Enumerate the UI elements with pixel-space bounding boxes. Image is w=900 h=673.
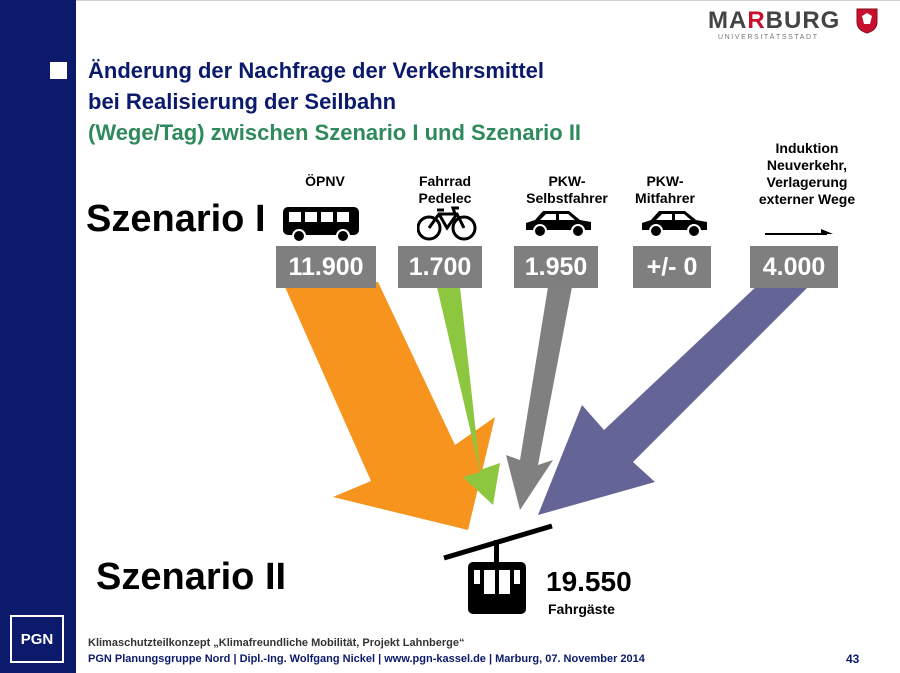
car-icon bbox=[642, 211, 707, 238]
frame-line bbox=[76, 0, 900, 1]
value-box-induktion: 4.000 bbox=[750, 246, 838, 288]
title-line-2: bei Realisierung der Seilbahn bbox=[88, 89, 397, 114]
city-crest-icon bbox=[856, 8, 878, 34]
footer-credits: PGN Planungsgruppe Nord | Dipl.-Ing. Wol… bbox=[88, 653, 645, 665]
value-box-pkw-mitfahrer: +/- 0 bbox=[633, 246, 711, 288]
value-box-oepnv: 11.900 bbox=[276, 246, 376, 288]
flow-arrow-fahrrad bbox=[437, 287, 500, 505]
flow-arrow-pkw-selbstfahrer bbox=[506, 287, 572, 510]
category-label-oepnv: ÖPNV bbox=[305, 173, 345, 189]
scenario-2-label: Szenario II bbox=[96, 556, 287, 598]
scenario-1-label: Szenario I bbox=[86, 198, 266, 240]
title-bullet bbox=[50, 62, 67, 79]
car-icon bbox=[526, 211, 591, 238]
value-box-fahrrad: 1.700 bbox=[398, 246, 482, 288]
marburg-subtitle: UNIVERSITÄTSSTADT bbox=[718, 34, 819, 41]
marburg-logo: MARBURG bbox=[708, 7, 841, 34]
category-label-pkw-mitfahrer: PKW- Mitfahrer bbox=[635, 173, 695, 206]
value-box-pkw-selbstfahrer: 1.950 bbox=[514, 246, 598, 288]
title-line-3: (Wege/Tag) zwischen Szenario I und Szena… bbox=[88, 120, 582, 145]
category-label-induktion: Induktion Neuverkehr, Verlagerung extern… bbox=[758, 140, 856, 207]
sidebar-band bbox=[0, 0, 76, 673]
gondola-icon bbox=[443, 523, 553, 614]
total-value: 19.550 bbox=[546, 566, 632, 597]
footer-project: Klimaschutzteilkonzept „Klimafreundliche… bbox=[88, 637, 465, 649]
bicycle-icon bbox=[417, 206, 477, 241]
category-label-fahrrad: Fahrrad Pedelec bbox=[418, 173, 472, 206]
pgn-logo: PGN bbox=[10, 615, 64, 663]
flow-arrow-induktion bbox=[538, 283, 812, 515]
flow-arrow-oepnv bbox=[285, 282, 495, 530]
arrow-right-icon bbox=[765, 229, 833, 235]
page-number: 43 bbox=[846, 652, 860, 666]
total-label: Fahrgäste bbox=[548, 601, 615, 617]
bus-icon bbox=[283, 207, 359, 243]
title-line-1: Änderung der Nachfrage der Verkehrsmitte… bbox=[88, 58, 545, 83]
category-label-pkw-selbstfahrer: PKW- Selbstfahrer bbox=[526, 173, 608, 206]
